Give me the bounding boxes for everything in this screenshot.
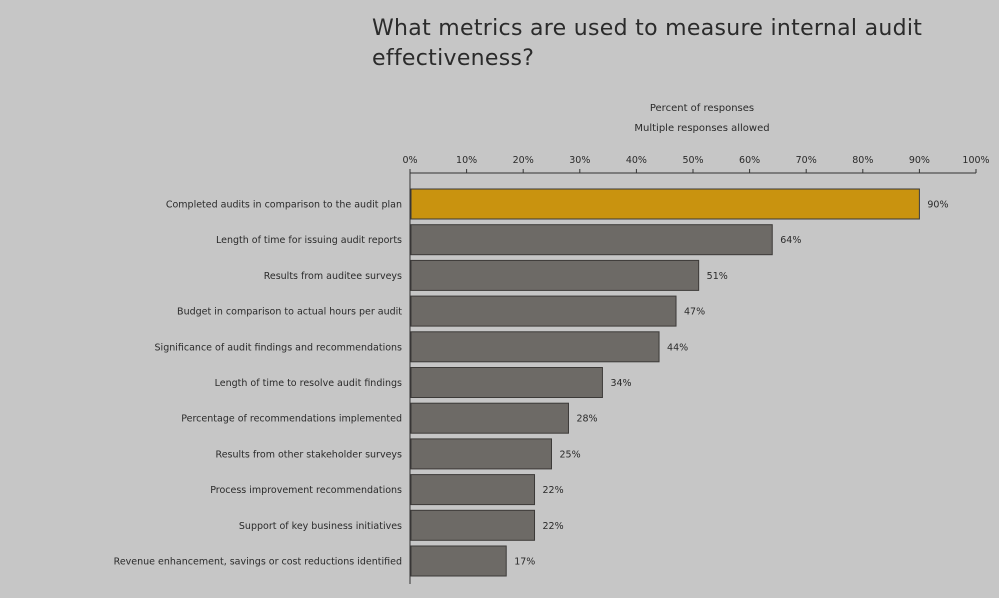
x-tick-label: 60% [739, 155, 760, 166]
data-label: 28% [576, 414, 597, 425]
data-label: 47% [684, 307, 705, 318]
category-label: Percentage of recommendations implemente… [181, 414, 402, 425]
x-axis-title-line: Percent of responses [650, 103, 754, 114]
bar [410, 295, 677, 327]
category-label: Significance of audit findings and recom… [155, 342, 403, 353]
data-label: 25% [560, 449, 581, 460]
x-tick-label: 40% [626, 155, 647, 166]
x-tick-label: 0% [402, 155, 417, 166]
bar [410, 224, 773, 256]
bar [410, 509, 536, 541]
bar [410, 331, 660, 363]
data-label: 17% [514, 557, 535, 568]
data-label: 22% [543, 485, 564, 496]
x-tick-label: 20% [513, 155, 534, 166]
bar [410, 545, 507, 577]
category-label: Results from auditee surveys [264, 271, 402, 282]
category-label: Length of time to resolve audit findings [215, 378, 402, 389]
category-label: Support of key business initiatives [239, 521, 402, 532]
x-tick-label: 10% [456, 155, 477, 166]
data-label: 90% [927, 200, 948, 211]
data-label: 51% [707, 271, 728, 282]
bar [410, 367, 603, 398]
x-tick-label: 100% [962, 155, 989, 166]
chart-title: What metrics are used to measure interna… [372, 16, 923, 71]
data-label: 64% [780, 235, 801, 246]
x-axis-title-line: Multiple responses allowed [634, 123, 769, 134]
bar [410, 259, 700, 291]
bar [410, 438, 552, 470]
category-label: Budget in comparison to actual hours per… [177, 307, 402, 318]
category-label: Completed audits in comparison to the au… [166, 200, 402, 211]
x-tick-label: 70% [796, 155, 817, 166]
category-label: Revenue enhancement, savings or cost red… [114, 557, 402, 568]
category-label: Length of time for issuing audit reports [216, 235, 402, 246]
data-label: 34% [610, 378, 631, 389]
bar [410, 402, 569, 434]
bar [410, 474, 536, 506]
bar [410, 188, 920, 220]
x-tick-label: 50% [682, 155, 703, 166]
x-tick-label: 80% [852, 155, 873, 166]
x-tick-label: 90% [909, 155, 930, 166]
x-tick-label: 30% [569, 155, 590, 166]
data-label: 22% [543, 521, 564, 532]
data-label: 44% [667, 342, 688, 353]
category-label: Results from other stakeholder surveys [216, 449, 403, 460]
category-label: Process improvement recommendations [210, 485, 402, 496]
